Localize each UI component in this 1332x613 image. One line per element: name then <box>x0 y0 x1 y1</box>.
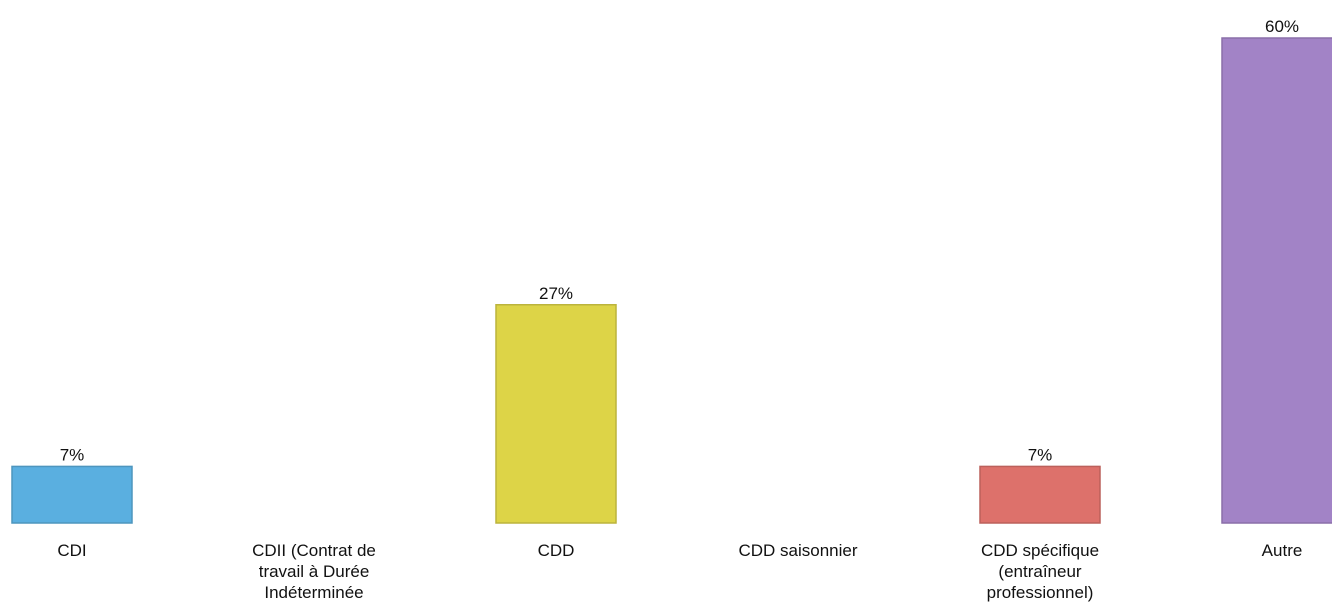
x-tick-label: CDD <box>537 541 575 560</box>
x-tick-label: CDII (Contrat de travail à Durée Indéter… <box>252 541 376 602</box>
x-tick-label: CDI <box>57 541 87 560</box>
bar <box>979 465 1101 524</box>
x-tick-label: Autre <box>1261 541 1303 560</box>
data-label: 7% <box>1028 445 1053 464</box>
data-label: 60% <box>1265 17 1299 36</box>
data-label: 7% <box>60 445 85 464</box>
x-tick-label: CDD saisonnier <box>738 541 858 560</box>
data-label: 27% <box>539 284 573 303</box>
x-tick-label: CDD spécifique (entraîneur professionnel… <box>980 541 1100 602</box>
bar <box>11 465 133 524</box>
bar <box>1221 37 1332 524</box>
bar <box>495 304 617 524</box>
